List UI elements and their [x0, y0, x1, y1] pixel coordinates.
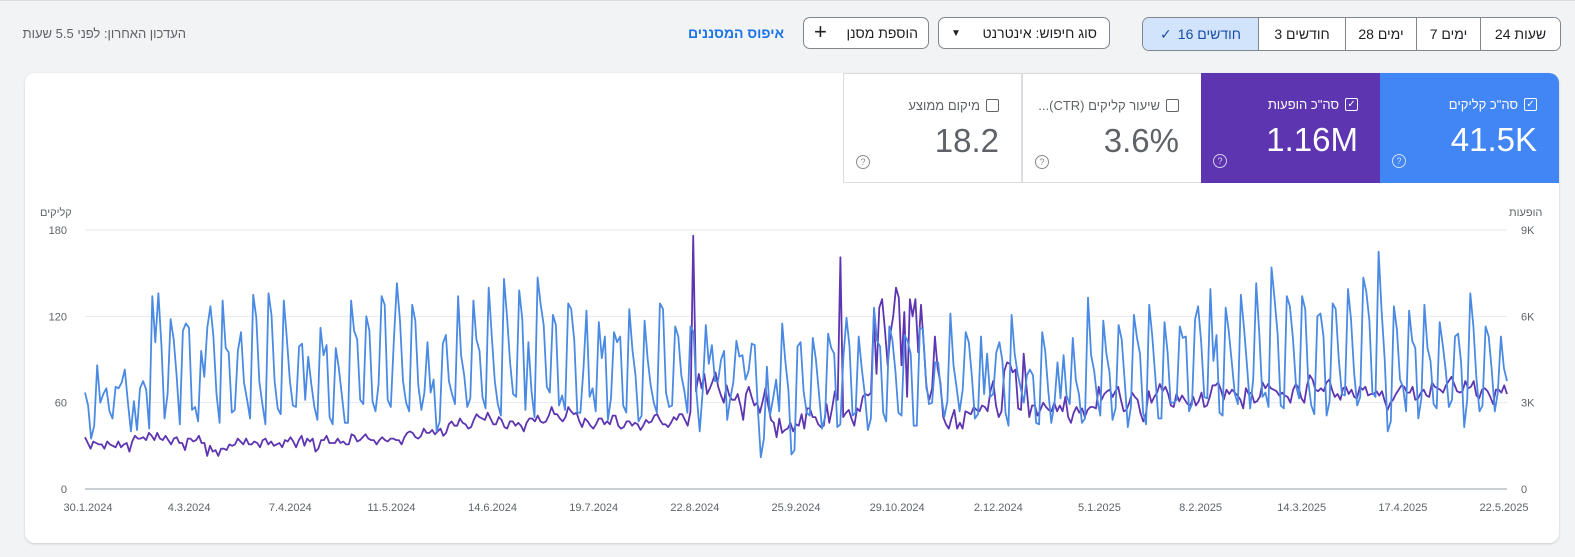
help-icon[interactable]: ? — [1392, 154, 1406, 168]
metric-tile-clicks[interactable]: ✓ סה"כ קליקים 41.5K ? — [1380, 73, 1559, 183]
x-axis-label: 14.6.2024 — [468, 502, 517, 514]
performance-line-chart[interactable]: 0 0 60 3K 120 6K 180 9K 30.1.2024 4.3.2024 7.4.202… — [25, 73, 1559, 543]
search-type-dropdown[interactable]: ▼ סוג חיפוש: אינטרנט — [938, 17, 1110, 49]
performance-card: ✓ סה"כ קליקים 41.5K ? ✓ סה"כ הופעות 1.16… — [25, 73, 1559, 543]
metric-label: שיעור קליקים (CTR)... — [1038, 98, 1160, 113]
add-filter-label: הוספת מסנן — [846, 25, 918, 41]
range-label: 24 שעות — [1494, 26, 1547, 42]
x-axis-label: 11.5.2024 — [367, 502, 415, 514]
metric-label: מיקום ממוצע — [908, 98, 980, 113]
right-axis-tick: 9K — [1521, 225, 1535, 237]
metric-value: 18.2 — [934, 122, 999, 159]
add-filter-button[interactable]: + הוספת מסנן — [803, 17, 929, 49]
checkbox-unchecked-icon[interactable] — [986, 99, 999, 112]
metric-value: 41.5K — [1450, 121, 1537, 158]
x-axis-label: 7.4.2024 — [269, 502, 312, 514]
metric-label: סה"כ קליקים — [1448, 97, 1518, 112]
x-axis-label: 2.12.2024 — [974, 502, 1023, 514]
range-label: 7 ימים — [1429, 26, 1468, 42]
metric-value: 1.16M — [1266, 121, 1358, 158]
range-28-days[interactable]: 28 ימים — [1345, 18, 1416, 50]
range-label: 16 חודשים — [1177, 26, 1241, 42]
left-axis-tick: 0 — [61, 484, 67, 496]
x-axis-label: 22.5.2025 — [1480, 502, 1529, 514]
metric-value: 3.6% — [1103, 122, 1179, 159]
x-axis-label: 4.3.2024 — [168, 502, 211, 514]
x-axis-label: 8.2.2025 — [1179, 502, 1222, 514]
left-axis-title: קליקים — [40, 207, 72, 219]
checkbox-checked-icon[interactable]: ✓ — [1345, 98, 1358, 111]
left-axis-tick: 120 — [49, 311, 67, 323]
reset-filters-link[interactable]: איפוס המסננים — [688, 25, 785, 41]
range-3-months[interactable]: 3 חודשים — [1258, 18, 1345, 50]
x-axis-label: 30.1.2024 — [64, 502, 113, 514]
date-range-selector: ✓ 16 חודשים 3 חודשים 28 ימים 7 ימים 24 ש… — [1142, 17, 1561, 51]
plus-icon: + — [814, 19, 827, 44]
x-axis-label: 29.10.2024 — [870, 502, 925, 514]
right-axis-tick: 3K — [1521, 398, 1535, 410]
range-24-hours[interactable]: 24 שעות — [1480, 18, 1560, 50]
range-label: 3 חודשים — [1274, 26, 1330, 42]
left-axis-tick: 180 — [49, 225, 67, 237]
left-axis-tick: 60 — [55, 398, 67, 410]
checkbox-unchecked-icon[interactable] — [1166, 99, 1179, 112]
range-label: 28 ימים — [1358, 26, 1404, 42]
dropdown-arrow-icon: ▼ — [951, 27, 961, 39]
range-7-days[interactable]: 7 ימים — [1416, 18, 1480, 50]
checkbox-checked-icon[interactable]: ✓ — [1524, 98, 1537, 111]
range-16-months[interactable]: ✓ 16 חודשים — [1143, 18, 1258, 50]
search-type-label: סוג חיפוש: אינטרנט — [982, 25, 1097, 41]
right-axis-tick: 6K — [1521, 311, 1535, 323]
x-axis-label: 25.9.2024 — [772, 502, 821, 514]
series-line — [84, 250, 1508, 459]
x-axis-label: 14.3.2025 — [1277, 502, 1326, 514]
last-updated-text: העדכון האחרון: לפני 5.5 שעות — [22, 26, 186, 41]
x-axis-label: 22.8.2024 — [670, 502, 719, 514]
metric-tile-ctr[interactable]: שיעור קליקים (CTR)... 3.6% ? — [1022, 73, 1201, 183]
metric-label: סה"כ הופעות — [1267, 97, 1339, 112]
help-icon[interactable]: ? — [856, 155, 870, 169]
help-icon[interactable]: ? — [1035, 155, 1049, 169]
metric-tile-position[interactable]: מיקום ממוצע 18.2 ? — [843, 73, 1022, 183]
x-axis-label: 17.4.2025 — [1378, 502, 1427, 514]
x-axis-label: 19.7.2024 — [569, 502, 618, 514]
x-axis-label: 5.1.2025 — [1078, 502, 1121, 514]
checkmark-icon: ✓ — [1160, 25, 1172, 42]
metric-tile-impressions[interactable]: ✓ סה"כ הופעות 1.16M ? — [1201, 73, 1380, 183]
top-filter-bar: ✓ 16 חודשים 3 חודשים 28 ימים 7 ימים 24 ש… — [0, 0, 1575, 65]
help-icon[interactable]: ? — [1213, 154, 1227, 168]
right-axis-title: הופעות — [1509, 207, 1543, 219]
right-axis-tick: 0 — [1521, 484, 1527, 496]
